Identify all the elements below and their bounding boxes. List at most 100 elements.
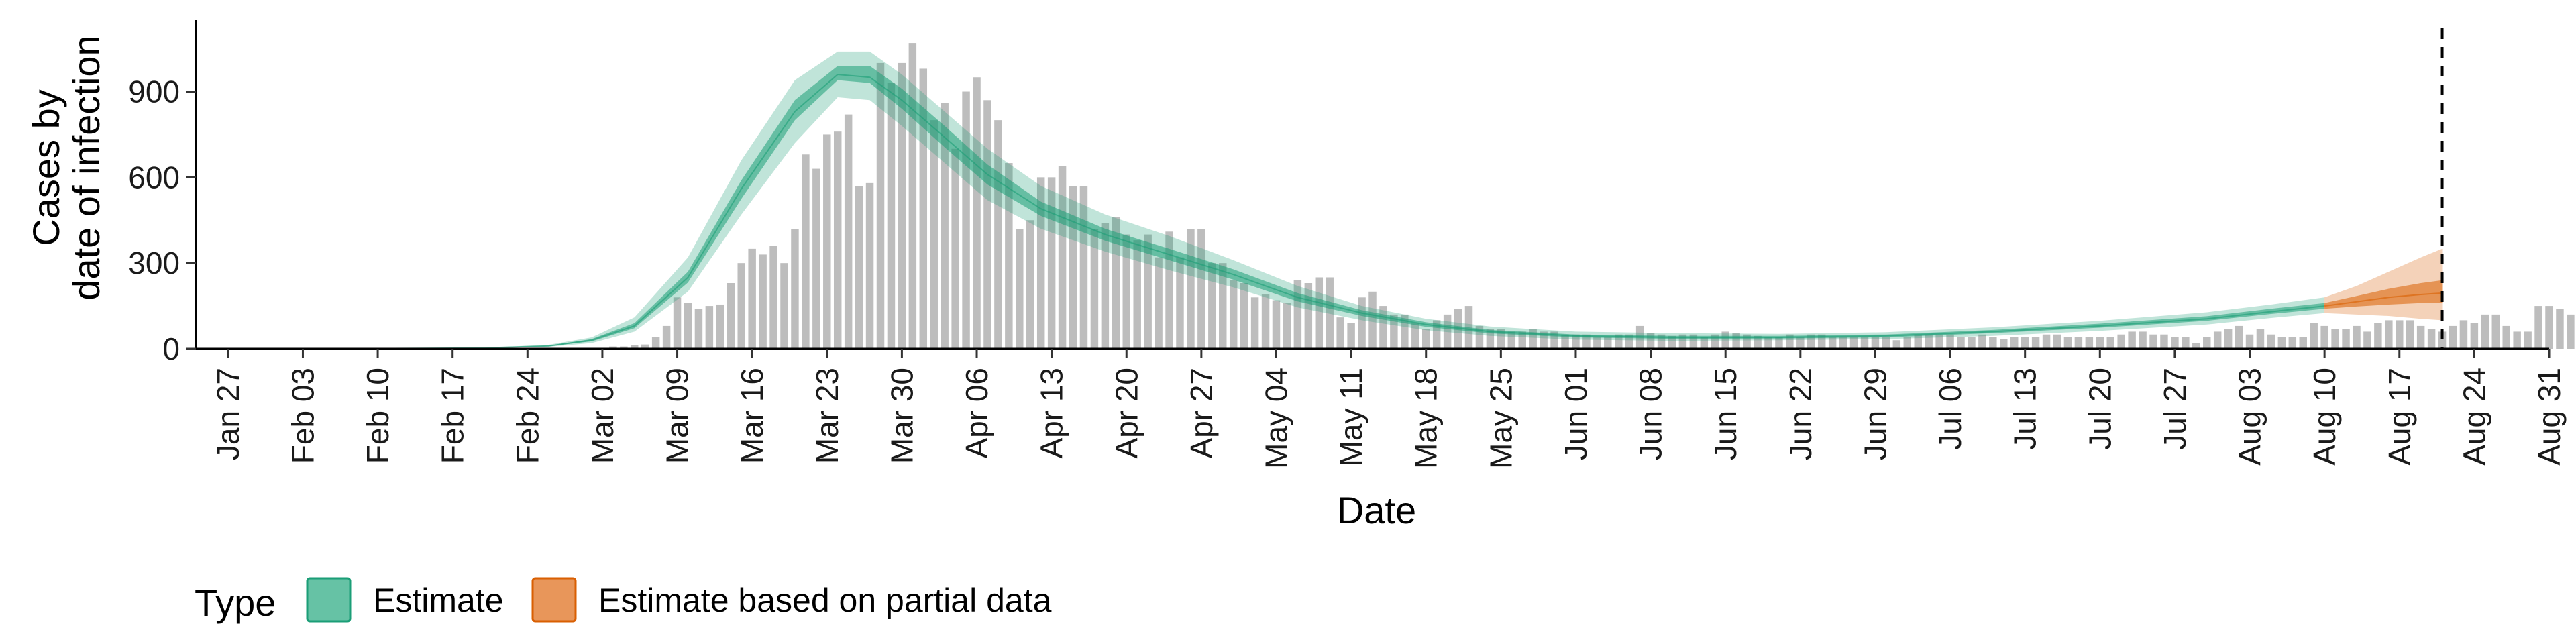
bar xyxy=(2010,337,2019,349)
x-tick-label: May 11 xyxy=(1334,368,1368,466)
bar xyxy=(1293,280,1302,349)
bar xyxy=(1432,320,1441,349)
bar xyxy=(651,337,660,349)
bar xyxy=(2513,331,2521,349)
bar xyxy=(727,283,735,349)
legend-swatch-partial xyxy=(531,577,577,623)
bar xyxy=(2235,325,2243,349)
bar xyxy=(823,134,831,349)
bar xyxy=(1903,337,1912,349)
x-tick-label: Feb 17 xyxy=(435,368,470,464)
bar xyxy=(2396,320,2404,349)
bar xyxy=(1615,334,1623,349)
median-line-estimate xyxy=(260,73,2325,350)
bar xyxy=(1133,240,1141,349)
bar xyxy=(684,303,692,349)
bar xyxy=(2416,325,2425,349)
bar xyxy=(2427,329,2436,349)
bar xyxy=(2470,323,2479,349)
bar xyxy=(769,246,777,349)
bars-layer xyxy=(609,43,2575,350)
bar xyxy=(1464,306,1473,349)
bar xyxy=(2106,337,2114,349)
y-tick-label: 900 xyxy=(128,74,180,109)
bar xyxy=(2277,337,2286,349)
bar xyxy=(2063,337,2072,349)
bar xyxy=(1069,186,1077,349)
bar xyxy=(2096,337,2104,349)
y-tick-label: 300 xyxy=(128,246,180,280)
bar xyxy=(2406,320,2414,349)
bar xyxy=(1122,234,1130,349)
bar xyxy=(1486,329,1495,349)
bar xyxy=(1946,334,1954,349)
bar xyxy=(2224,329,2233,349)
bar xyxy=(2534,306,2542,349)
bar xyxy=(1219,263,1227,349)
bar xyxy=(1860,337,1869,349)
bar xyxy=(2085,337,2094,349)
bar xyxy=(1475,325,1484,349)
bar xyxy=(1892,340,1901,349)
bar xyxy=(641,344,649,349)
bar xyxy=(1657,334,1666,349)
bar xyxy=(748,248,756,349)
bar xyxy=(1497,329,1505,349)
bar xyxy=(833,131,842,350)
band-50-estimate xyxy=(260,66,2325,349)
bar xyxy=(673,297,682,349)
x-tick-label: Apr 06 xyxy=(959,368,994,459)
bar xyxy=(887,83,896,350)
bar xyxy=(1732,333,1740,349)
axes-layer: 0 300 600 900 Jan 27 Feb 03 Feb 10 Feb 17 Feb 24… xyxy=(128,20,2567,469)
bar xyxy=(1754,335,1762,349)
bar xyxy=(1582,334,1591,349)
bar xyxy=(1058,166,1067,350)
y-tick-label: 600 xyxy=(128,160,180,195)
legend-label-estimate: Estimate xyxy=(373,582,504,619)
bar xyxy=(2320,325,2328,349)
bar xyxy=(2567,314,2575,349)
bar xyxy=(1529,329,1537,349)
bar xyxy=(2171,337,2179,349)
bar xyxy=(1283,303,1291,349)
bar xyxy=(802,154,810,349)
x-tick-label: May 18 xyxy=(1409,368,1444,469)
x-axis-title: Date xyxy=(1337,489,1416,531)
bar xyxy=(1507,331,1516,349)
bar xyxy=(2438,331,2447,349)
bar xyxy=(2031,337,2040,349)
bar xyxy=(1368,291,1377,349)
bar xyxy=(1026,220,1034,349)
x-tick-label: Jul 13 xyxy=(2008,368,2043,450)
x-tick-label: Jan 27 xyxy=(211,368,246,460)
bar xyxy=(1016,229,1024,349)
bar xyxy=(908,43,917,349)
bar xyxy=(1764,337,1772,349)
y-axis-title: Cases by date of infection xyxy=(25,35,107,300)
bar xyxy=(609,346,617,349)
bar xyxy=(2139,331,2147,349)
bar xyxy=(1796,337,1805,349)
bar xyxy=(2524,331,2532,349)
bar xyxy=(791,229,799,349)
bar xyxy=(1968,337,1976,349)
bar xyxy=(1882,337,1890,349)
bar xyxy=(780,263,788,349)
bar xyxy=(716,304,724,349)
bar xyxy=(2299,337,2307,349)
x-tick-label: Aug 24 xyxy=(2457,368,2491,466)
bar xyxy=(1914,334,1922,349)
bar xyxy=(2000,339,2008,349)
bar xyxy=(1101,223,1110,349)
bar xyxy=(1336,317,1344,349)
bar xyxy=(620,346,628,349)
bar xyxy=(631,345,639,349)
bar xyxy=(1240,283,1248,349)
bar xyxy=(694,309,703,349)
x-tick-label: Jul 27 xyxy=(2157,368,2192,450)
y-axis-title-line-1: Cases by xyxy=(25,89,67,246)
bar xyxy=(2245,334,2254,349)
bar xyxy=(2491,314,2500,349)
bar xyxy=(973,77,981,349)
